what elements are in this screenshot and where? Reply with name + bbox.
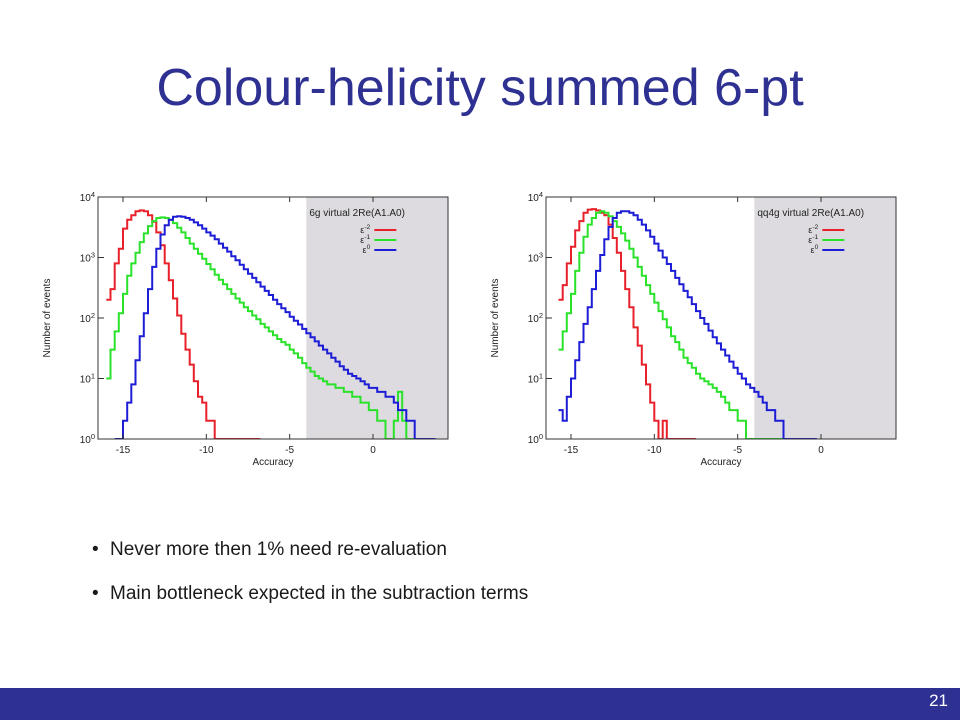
series-line-eps-2 (558, 208, 696, 439)
y-axis-label: Number of events (42, 279, 53, 358)
legend-label: ε-1 (808, 234, 818, 245)
bullet-list: • Never more then 1% need re-evaluation •… (92, 536, 528, 624)
x-tick-label: -5 (733, 445, 742, 456)
y-tick-label: 104 (80, 190, 95, 204)
y-tick-label: 101 (80, 372, 95, 386)
footer-bar: 21 (0, 688, 960, 720)
legend-label: ε0 (811, 244, 819, 255)
x-tick-label: -5 (285, 445, 294, 456)
y-tick-label: 103 (528, 251, 543, 265)
x-tick-label: 0 (370, 445, 376, 456)
chart-title: qq4g virtual 2Re(A1.A0) (757, 208, 864, 219)
series-line-eps0 (114, 215, 436, 439)
y-tick-label: 101 (528, 372, 543, 386)
series-line-eps-1 (558, 210, 792, 439)
bullet-marker: • (92, 539, 99, 560)
x-tick-label: -10 (647, 445, 662, 456)
legend-label: ε-2 (360, 224, 370, 235)
x-tick-label: -10 (199, 445, 214, 456)
series-line-eps0 (558, 210, 817, 439)
y-tick-label: 103 (80, 251, 95, 265)
bullet-marker: • (92, 583, 99, 604)
x-tick-label: 0 (818, 445, 824, 456)
slide-title: Colour-helicity summed 6-pt (156, 59, 804, 117)
x-tick-label: -15 (116, 445, 131, 456)
bullet-text: Main bottleneck expected in the subtract… (110, 583, 529, 604)
legend-label: ε-1 (360, 234, 370, 245)
bullet-item: • Main bottleneck expected in the subtrac… (92, 580, 528, 624)
chart-title: 6g virtual 2Re(A1.A0) (309, 208, 405, 219)
y-tick-label: 102 (528, 311, 543, 325)
x-axis-label: Accuracy (700, 457, 741, 468)
legend-label: ε-2 (808, 224, 818, 235)
bullet-text: Never more then 1% need re-evaluation (110, 539, 447, 560)
series-line-eps-2 (106, 209, 261, 439)
bullet-item: • Never more then 1% need re-evaluation (92, 536, 528, 580)
legend-label: ε0 (363, 244, 371, 255)
shaded-region (754, 197, 896, 439)
histogram-chart-6g: -15 -10 -5 0 100 101 102 103 104 Accuracy Number o… (42, 190, 449, 468)
y-tick-label: 100 (528, 432, 543, 446)
series-line-eps-1 (106, 216, 428, 439)
y-tick-label: 104 (528, 190, 543, 204)
x-tick-label: -15 (564, 445, 579, 456)
page-number: 21 (929, 691, 948, 710)
y-tick-label: 102 (80, 311, 95, 325)
y-axis-label: Number of events (490, 279, 501, 358)
y-tick-label: 100 (80, 432, 95, 446)
x-axis-label: Accuracy (252, 457, 293, 468)
histogram-chart-qq4g: -15 -10 -5 0 100 101 102 103 104 Accuracy Number o… (490, 190, 897, 468)
shaded-region (306, 197, 448, 439)
